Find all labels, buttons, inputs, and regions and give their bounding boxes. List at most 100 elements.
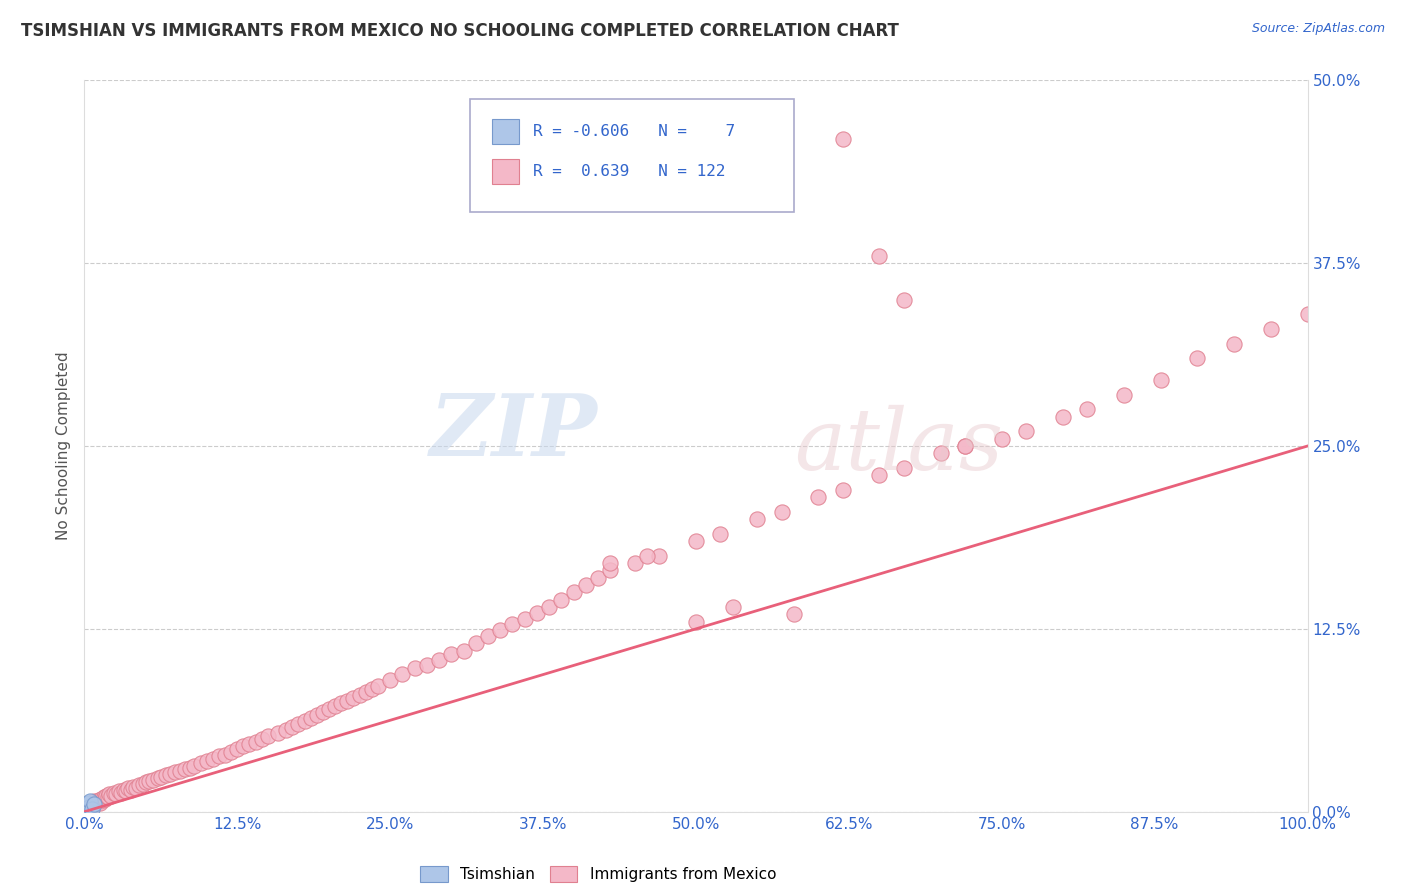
Point: [538, 599, 561, 614]
Point: [513, 612, 536, 626]
Point: [929, 446, 952, 460]
Point: [1114, 388, 1136, 402]
Point: [685, 534, 707, 549]
Point: [214, 747, 236, 762]
Point: [477, 629, 499, 643]
Point: [112, 782, 135, 797]
Point: [238, 738, 260, 752]
Point: [195, 754, 218, 768]
Y-axis label: No Schooling Completed: No Schooling Completed: [56, 351, 72, 541]
Point: [80, 796, 103, 810]
Point: [953, 439, 976, 453]
Point: [77, 797, 100, 812]
Point: [305, 708, 328, 723]
Point: [685, 615, 707, 629]
Point: [299, 711, 322, 725]
Point: [770, 505, 793, 519]
Text: R = -0.606   N =    7: R = -0.606 N = 7: [533, 124, 735, 139]
Point: [312, 705, 335, 719]
Point: [183, 759, 205, 773]
Point: [90, 791, 112, 805]
Point: [783, 607, 806, 622]
Point: [287, 717, 309, 731]
Text: TSIMSHIAN VS IMMIGRANTS FROM MEXICO NO SCHOOLING COMPLETED CORRELATION CHART: TSIMSHIAN VS IMMIGRANTS FROM MEXICO NO S…: [21, 22, 898, 40]
Point: [709, 526, 731, 541]
Point: [105, 787, 128, 801]
Point: [84, 797, 107, 812]
Point: [232, 739, 254, 753]
Point: [76, 798, 98, 813]
Point: [135, 775, 157, 789]
Point: [201, 752, 224, 766]
Point: [427, 652, 450, 666]
Point: [117, 781, 139, 796]
Point: [89, 796, 111, 810]
Point: [257, 729, 280, 743]
Point: [367, 679, 389, 693]
Point: [77, 800, 100, 814]
Point: [330, 697, 353, 711]
Point: [502, 617, 524, 632]
Point: [349, 688, 371, 702]
Point: [226, 741, 249, 756]
Point: [453, 644, 475, 658]
Legend: Tsimshian, Immigrants from Mexico: Tsimshian, Immigrants from Mexico: [413, 860, 782, 888]
Text: Source: ZipAtlas.com: Source: ZipAtlas.com: [1251, 22, 1385, 36]
Point: [159, 766, 181, 780]
Point: [562, 585, 585, 599]
Point: [360, 681, 382, 696]
Point: [747, 161, 769, 175]
Point: [893, 293, 915, 307]
Point: [869, 468, 891, 483]
Point: [1296, 307, 1319, 321]
Point: [128, 778, 150, 792]
Point: [550, 592, 572, 607]
Point: [1052, 409, 1074, 424]
Point: [624, 556, 647, 570]
Point: [82, 798, 104, 813]
Point: [91, 793, 114, 807]
Point: [77, 800, 100, 814]
Point: [464, 636, 486, 650]
Point: [115, 784, 138, 798]
Point: [404, 661, 426, 675]
Point: [87, 793, 110, 807]
Point: [107, 784, 129, 798]
Point: [122, 780, 145, 794]
Point: [79, 798, 101, 813]
Point: [77, 796, 100, 810]
Point: [146, 771, 169, 785]
Point: [103, 786, 125, 800]
Point: [318, 702, 340, 716]
Point: [953, 439, 976, 453]
Point: [342, 690, 364, 705]
Point: [489, 624, 512, 638]
Point: [169, 764, 191, 778]
Point: [831, 132, 853, 146]
Point: [1187, 351, 1209, 366]
Point: [125, 781, 148, 796]
Point: [807, 490, 830, 504]
Point: [150, 770, 173, 784]
Point: [138, 774, 160, 789]
Point: [575, 578, 598, 592]
Point: [100, 789, 122, 803]
Point: [83, 795, 105, 809]
Point: [380, 673, 402, 687]
Point: [86, 796, 108, 810]
FancyBboxPatch shape: [470, 99, 794, 212]
Point: [281, 720, 304, 734]
Point: [80, 802, 103, 816]
Point: [440, 647, 463, 661]
Point: [526, 606, 548, 620]
Point: [391, 667, 413, 681]
Point: [1015, 425, 1038, 439]
Point: [250, 731, 273, 746]
Point: [83, 797, 105, 812]
Point: [323, 699, 346, 714]
Point: [991, 432, 1014, 446]
FancyBboxPatch shape: [492, 119, 519, 145]
Point: [245, 734, 267, 748]
Point: [648, 549, 671, 563]
Point: [173, 762, 195, 776]
